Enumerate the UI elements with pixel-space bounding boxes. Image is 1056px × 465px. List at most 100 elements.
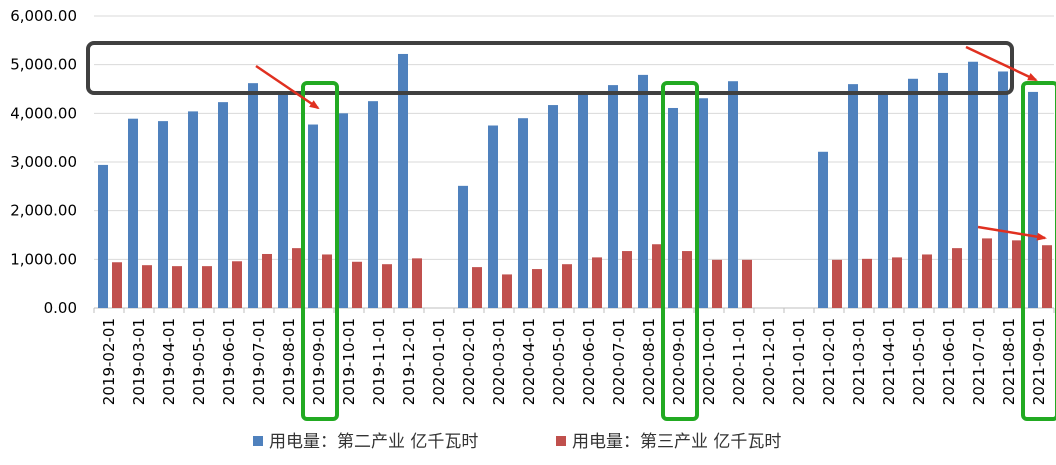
x-tick-label: 2021-04-01 [880,318,898,405]
bar-tertiary-industry [592,257,602,308]
x-tick-label: 2021-03-01 [850,318,868,405]
bar-tertiary-industry [532,269,542,308]
x-tick-label: 2019-05-01 [190,318,208,405]
x-tick-label: 2020-03-01 [490,318,508,405]
legend-label: 用电量：第三产业 亿千瓦时 [572,432,781,452]
x-tick-label: 2019-10-01 [340,318,358,405]
bar-tertiary-industry [832,259,842,308]
bar-secondary-industry [638,74,648,309]
bar-tertiary-industry [142,265,152,308]
bar-secondary-industry [818,151,828,308]
bar-secondary-industry [338,113,348,308]
x-tick-label: 2019-09-01 [310,318,328,405]
bar-tertiary-industry [1012,240,1022,308]
bar-secondary-industry [488,125,498,308]
bar-secondary-industry [728,81,738,308]
y-tick-label: 6,000.00 [10,7,77,25]
bars [98,53,1052,309]
bar-tertiary-industry [1042,245,1052,308]
annotations [86,41,1056,421]
bar-secondary-industry [188,111,198,309]
x-tick-label: 2020-11-01 [730,318,748,405]
y-axis-ticks: 0.00 1,000.00 2,000.00 3,000.00 4,000.00 5,00… [10,7,77,317]
bar-tertiary-industry [382,264,392,308]
bar-secondary-industry [518,118,528,308]
bar-secondary-industry [248,83,258,308]
bar-secondary-industry [128,118,138,308]
bar-secondary-industry [968,61,978,308]
x-tick-label: 2020-06-01 [580,318,598,405]
legend-label: 用电量：第二产业 亿千瓦时 [269,432,478,452]
legend-swatch [556,436,566,446]
bar-tertiary-industry [892,257,902,308]
bar-secondary-industry [398,53,408,309]
y-tick-label: 5,000.00 [10,56,77,74]
x-tick-label: 2021-08-01 [1000,318,1018,405]
bar-tertiary-industry [742,259,752,308]
bar-secondary-industry [1028,91,1038,308]
bar-secondary-industry [308,124,318,308]
highlight-box [86,41,1014,95]
bar-tertiary-industry [232,261,242,308]
bar-tertiary-industry [922,254,932,308]
bar-secondary-industry [458,185,468,308]
bar-tertiary-industry [682,251,692,308]
bar-tertiary-industry [262,253,272,308]
bar-secondary-industry [908,78,918,308]
legend: 用电量：第二产业 亿千瓦时 用电量：第三产业 亿千瓦时 [253,432,781,452]
y-tick-label: 1,000.00 [10,250,77,268]
red-arrow [965,45,1038,82]
x-tick-label: 2019-02-01 [100,318,118,405]
bar-tertiary-industry [412,258,422,308]
y-tick-label: 2,000.00 [10,202,77,220]
bar-secondary-industry [848,84,858,308]
legend-swatch [253,436,263,446]
bar-secondary-industry [158,121,168,309]
x-tick-label: 2020-01-01 [430,318,448,405]
bar-tertiary-industry [652,244,662,308]
bar-secondary-industry [608,85,618,309]
bar-secondary-industry [938,72,948,308]
bar-secondary-industry [578,92,588,308]
bar-tertiary-industry [562,264,572,308]
bar-secondary-industry [698,98,708,308]
bar-secondary-industry [668,107,678,308]
green-highlight-box [661,81,699,421]
bar-tertiary-industry [502,274,512,308]
x-tick-label: 2021-05-01 [910,318,928,405]
bar-tertiary-industry [622,251,632,308]
x-axis-ticks: 2019-02-01 2019-03-01 2019-04-01 2019-05-01… [100,318,1048,405]
x-tick-label: 2019-03-01 [130,318,148,405]
green-highlight-box [1021,81,1056,421]
bar-tertiary-industry [292,248,302,308]
bar-secondary-industry [878,92,888,308]
bar-tertiary-industry [472,267,482,308]
bar-secondary-industry [368,101,378,309]
bar-tertiary-industry [952,248,962,308]
x-tick-label: 2021-09-01 [1030,318,1048,405]
x-tick-label: 2020-04-01 [520,318,538,405]
y-tick-label: 0.00 [44,299,77,317]
bar-secondary-industry [98,164,108,308]
x-tick-label: 2019-04-01 [160,318,178,405]
x-tick-label: 2019-12-01 [400,318,418,405]
x-tick-label: 2021-02-01 [820,318,838,405]
y-tick-label: 3,000.00 [10,153,77,171]
x-tick-label: 2020-02-01 [460,318,478,405]
x-tick-label: 2019-06-01 [220,318,238,405]
x-tick-label: 2021-07-01 [970,318,988,405]
bar-tertiary-industry [172,266,182,308]
red-arrow [977,225,1047,241]
bar-tertiary-industry [862,258,872,308]
x-tick-label: 2020-10-01 [700,318,718,405]
bar-tertiary-industry [712,259,722,308]
x-tick-label: 2021-01-01 [790,318,808,405]
x-tick-label: 2020-09-01 [670,318,688,405]
x-tick-label: 2021-06-01 [940,318,958,405]
bar-tertiary-industry [322,254,332,308]
green-highlight-box [301,81,339,421]
x-tick-label: 2020-07-01 [610,318,628,405]
x-tick-label: 2019-08-01 [280,318,298,405]
x-tick-label: 2020-08-01 [640,318,658,405]
